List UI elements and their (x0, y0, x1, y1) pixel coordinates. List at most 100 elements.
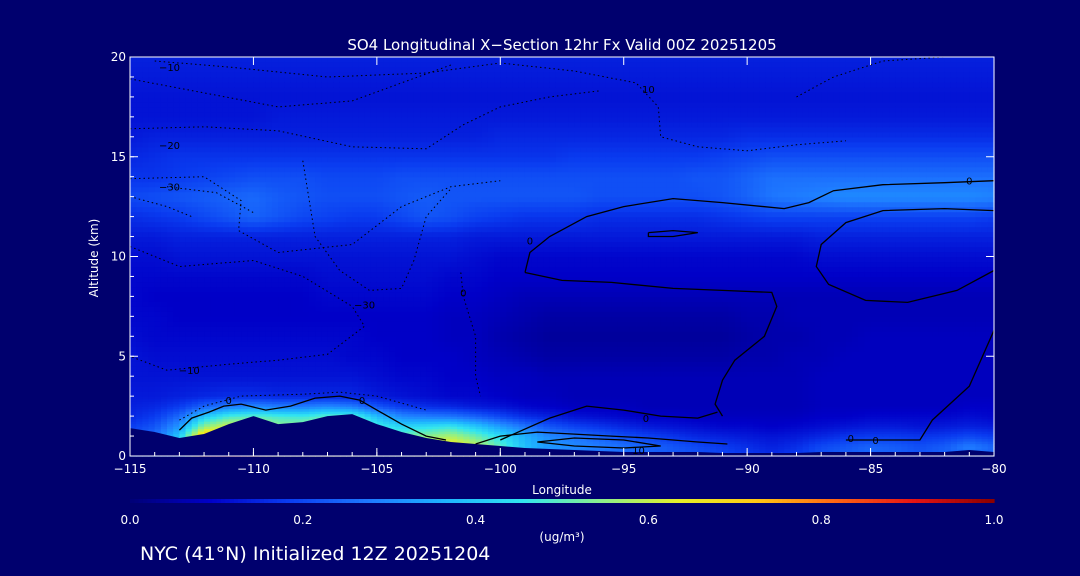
field-cell (747, 443, 754, 447)
field-cell (580, 346, 588, 352)
field-cell (413, 361, 421, 367)
field-cell (562, 376, 569, 382)
field-cell (629, 403, 637, 407)
field-cell (463, 426, 471, 430)
field-cell (204, 426, 211, 430)
field-cell (722, 411, 730, 415)
field-cell (383, 416, 390, 420)
field-cell (703, 356, 711, 362)
field-cell (333, 391, 341, 397)
field-cell (981, 416, 989, 420)
field-cell (821, 381, 828, 387)
field-cell (574, 398, 582, 402)
field-cell (407, 403, 415, 407)
field-cell (555, 418, 563, 422)
field-cell (444, 391, 452, 397)
field-cell (864, 423, 872, 427)
field-cell (852, 396, 859, 400)
field-cell (734, 436, 742, 440)
field-cell (247, 408, 255, 412)
field-cell (444, 381, 452, 387)
field-cell (771, 431, 779, 435)
field-cell (222, 346, 230, 352)
field-cell (666, 401, 674, 405)
field-cell (395, 346, 403, 352)
field-cell (673, 426, 680, 430)
field-cell (333, 386, 341, 392)
field-cell (475, 408, 483, 412)
field-cell (383, 376, 390, 382)
field-cell (518, 396, 526, 400)
field-cell (438, 403, 446, 407)
field-cell (833, 443, 841, 447)
field-cell (944, 386, 952, 392)
field-cell (395, 396, 403, 400)
field-cell (506, 441, 514, 445)
field-cell (481, 408, 489, 412)
field-cell (956, 408, 964, 412)
field-cell (531, 436, 538, 440)
field-cell (673, 356, 680, 362)
field-cell (210, 428, 217, 432)
field-cell (537, 426, 545, 430)
field-cell (259, 396, 267, 400)
field-cell (450, 433, 458, 437)
field-cell (747, 341, 754, 347)
field-cell (956, 428, 964, 432)
field-cell (592, 371, 600, 377)
field-cell (469, 418, 477, 422)
field-cell (444, 416, 452, 420)
field-cell (679, 411, 687, 415)
field-cell (759, 371, 767, 377)
field-cell (204, 416, 211, 420)
field-cell (623, 406, 631, 410)
field-cell (938, 396, 946, 400)
field-cell (278, 336, 285, 342)
field-cell (352, 346, 359, 352)
field-cell (302, 408, 310, 412)
field-cell (784, 381, 791, 387)
field-cell (950, 413, 958, 417)
field-cell (784, 398, 791, 402)
field-cell (691, 443, 699, 447)
field-cell (364, 356, 372, 362)
field-cell (673, 436, 680, 440)
field-cell (506, 381, 514, 387)
field-cell (802, 401, 810, 405)
field-cell (401, 346, 409, 352)
field-cell (759, 391, 767, 397)
field-cell (808, 398, 816, 402)
field-cell (938, 448, 946, 452)
field-cell (882, 386, 890, 392)
field-cell (130, 366, 137, 372)
field-cell (629, 366, 637, 372)
field-cell (747, 433, 754, 437)
field-cell (796, 441, 804, 445)
field-cell (864, 443, 872, 447)
field-cell (956, 401, 964, 405)
field-cell (259, 416, 267, 420)
field-cell (938, 413, 946, 417)
field-cell (420, 418, 427, 422)
field-cell (592, 346, 600, 352)
field-cell (401, 381, 409, 387)
field-cell (759, 421, 767, 425)
field-cell (747, 408, 754, 412)
field-cell (858, 428, 865, 432)
field-cell (271, 401, 279, 405)
field-cell (611, 441, 619, 445)
field-cell (432, 421, 440, 425)
field-cell (753, 436, 761, 440)
field-cell (710, 371, 717, 377)
field-cell (148, 341, 156, 347)
field-cell (222, 341, 230, 347)
field-cell (778, 406, 785, 410)
field-cell (956, 418, 964, 422)
field-cell (580, 371, 588, 377)
field-cell (833, 396, 841, 400)
field-cell (364, 386, 372, 392)
field-cell (179, 401, 187, 405)
field-cell (592, 391, 600, 397)
field-cell (512, 436, 520, 440)
field-cell (969, 413, 977, 417)
